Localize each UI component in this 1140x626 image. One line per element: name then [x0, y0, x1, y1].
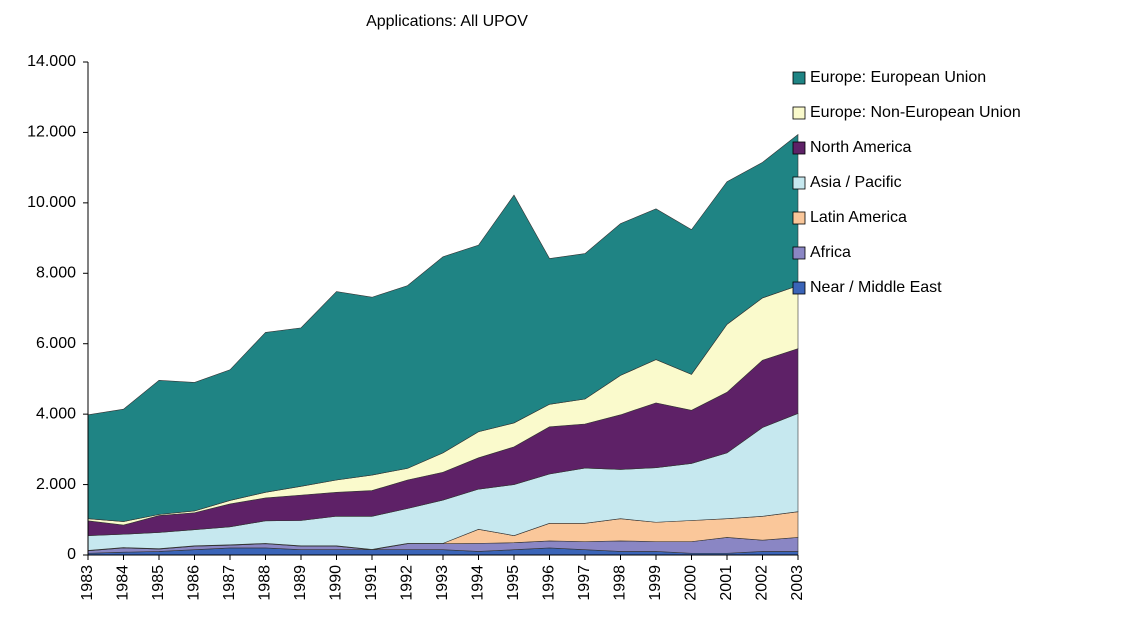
- legend-label: Europe: Non-European Union: [810, 104, 1021, 121]
- x-tick-label: 1999: [647, 565, 664, 601]
- x-tick-label: 1992: [399, 565, 416, 601]
- x-tick-label: 1983: [79, 565, 96, 601]
- legend-swatch: [792, 246, 806, 260]
- y-tick-label: 10.000: [27, 194, 76, 211]
- legend-swatch: [792, 106, 806, 120]
- x-tick-label: 1988: [257, 565, 274, 601]
- x-tick-label: 2001: [718, 565, 735, 601]
- x-tick-label: 1997: [576, 565, 593, 601]
- x-tick-label: 1996: [541, 565, 558, 601]
- y-tick-label: 12.000: [27, 124, 76, 141]
- legend-label: Africa: [810, 244, 851, 261]
- x-tick-label: 1991: [363, 565, 380, 601]
- x-tick-label: 1994: [470, 565, 487, 601]
- x-tick-label: 1987: [221, 565, 238, 601]
- x-tick-label: 1995: [505, 565, 522, 601]
- y-tick-label: 2.000: [36, 476, 76, 493]
- y-tick-label: 14.000: [27, 53, 76, 70]
- y-tick-label: 4.000: [36, 405, 76, 422]
- legend-label: Asia / Pacific: [810, 174, 902, 191]
- x-tick-label: 2002: [754, 565, 771, 601]
- legend-label: Latin America: [810, 209, 907, 226]
- x-tick-label: 1986: [186, 565, 203, 601]
- x-tick-label: 2003: [789, 565, 806, 601]
- legend-swatch: [792, 141, 806, 155]
- x-tick-label: 1989: [292, 565, 309, 601]
- legend-swatch: [792, 211, 806, 225]
- x-tick-label: 1984: [115, 565, 132, 601]
- y-tick-label: 0: [67, 546, 76, 563]
- x-tick-label: 1985: [150, 565, 167, 601]
- x-tick-label: 1998: [612, 565, 629, 601]
- y-tick-label: 8.000: [36, 265, 76, 282]
- legend-label: North America: [810, 139, 911, 156]
- x-tick-label: 1993: [434, 565, 451, 601]
- legend-label: Near / Middle East: [810, 279, 942, 296]
- x-tick-label: 1990: [328, 565, 345, 601]
- chart-title: Applications: All UPOV: [366, 13, 528, 30]
- x-tick-label: 2000: [683, 565, 700, 601]
- legend-swatch: [792, 71, 806, 85]
- legend-swatch: [792, 176, 806, 190]
- legend-swatch: [792, 281, 806, 295]
- y-tick-label: 6.000: [36, 335, 76, 352]
- legend-label: Europe: European Union: [810, 69, 986, 86]
